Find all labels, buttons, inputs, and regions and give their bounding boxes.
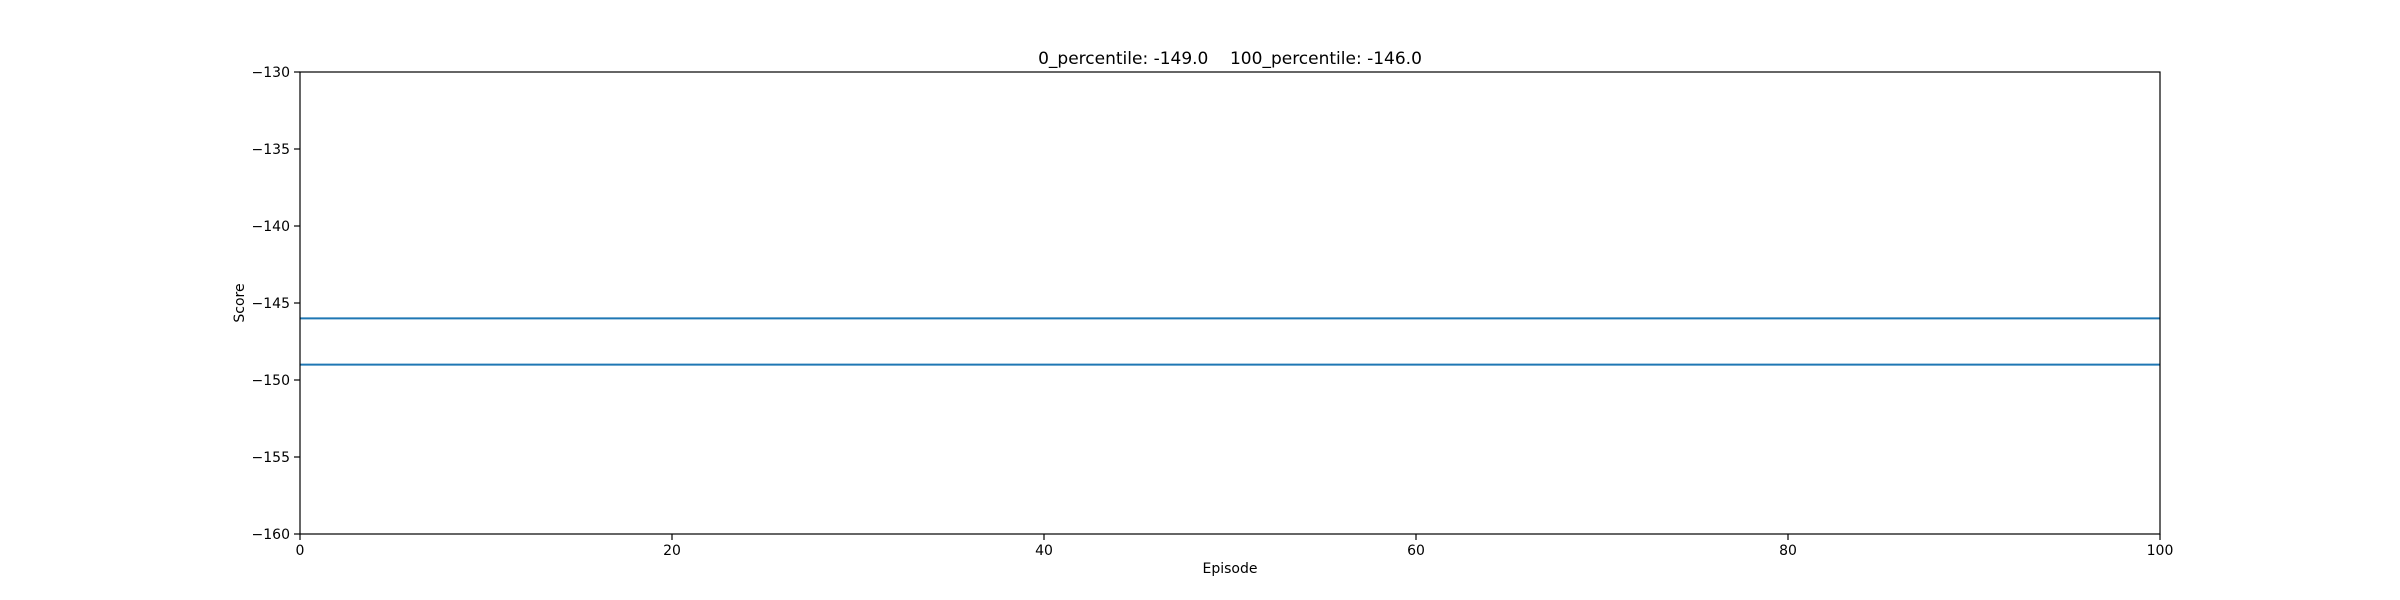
x-tick-label: 0 xyxy=(296,543,305,559)
y-axis-label: Score xyxy=(232,283,248,322)
x-tick-label: 40 xyxy=(1035,543,1053,559)
y-axis-ticks: −160 −155 −150 −145 −140 −135 −130 xyxy=(252,65,300,543)
chart-title: 0_percentile: -149.0 100_percentile: -14… xyxy=(1038,49,1422,69)
y-tick-label: −150 xyxy=(252,373,290,389)
x-tick-label: 80 xyxy=(1779,543,1797,559)
y-tick-label: −155 xyxy=(252,450,290,466)
y-tick-label: −140 xyxy=(252,219,290,235)
x-tick-label: 100 xyxy=(2147,543,2174,559)
x-tick-label: 20 xyxy=(663,543,681,559)
y-tick-label: −145 xyxy=(252,296,290,312)
x-tick-label: 60 xyxy=(1407,543,1425,559)
x-axis-label: Episode xyxy=(1203,561,1258,577)
y-tick-label: −135 xyxy=(252,142,290,158)
y-tick-label: −130 xyxy=(252,65,290,81)
plot-area-frame xyxy=(299,71,2161,535)
y-tick-label: −160 xyxy=(252,527,290,543)
x-axis-ticks: 0 20 40 60 80 100 xyxy=(296,534,2174,559)
series-lines xyxy=(300,317,2160,366)
